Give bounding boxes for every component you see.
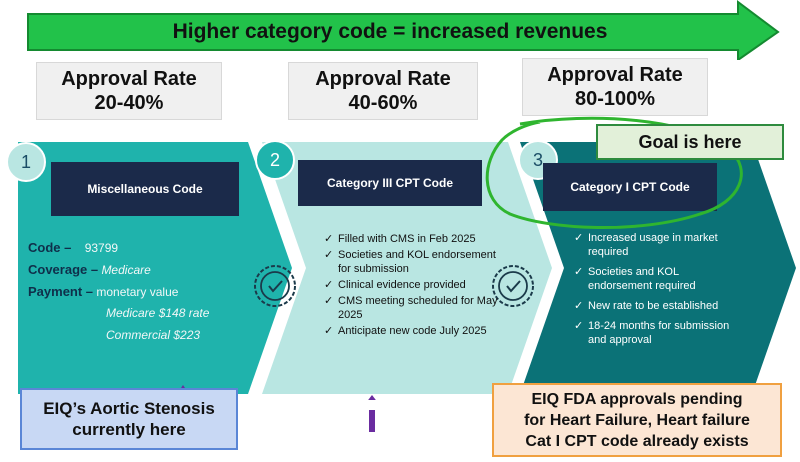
current-status-line: currently here (72, 420, 186, 439)
commercial-rate: Commercial $223 (106, 328, 201, 342)
payment-label: Payment – (28, 284, 94, 299)
list-item: ✓ Filled with CMS in Feb 2025 (324, 233, 476, 245)
check-badge-icon (492, 265, 534, 307)
code-box-misc: Miscellaneous Code (51, 162, 239, 216)
medicare-rate: Medicare $148 rate (106, 306, 210, 320)
approval-rate-range: 20-40% (94, 92, 164, 114)
approval-rate-box-1: Approval Rate 20-40% (36, 62, 222, 120)
step-number-2: 2 (255, 140, 295, 180)
approval-rate-range: 80-100% (574, 88, 656, 110)
list-item: ✓ Societies and KOL endorsement required (574, 266, 696, 292)
list-item: ✓ New rate to be established (574, 300, 719, 312)
current-status-line: EIQ’s Aortic Stenosis (43, 399, 215, 418)
approval-rate-title: Approval Rate (315, 68, 451, 90)
check-badge-icon (254, 265, 296, 307)
step-number-1: 1 (6, 142, 46, 182)
check-icon: ✓ (574, 232, 584, 244)
check-icon: ✓ (574, 266, 584, 278)
step1-details: Code – 93799 Coverage – Medicare Payment… (28, 240, 248, 350)
code-value: 93799 (84, 241, 119, 255)
approval-rate-title: Approval Rate (547, 64, 683, 86)
list-item: ✓ Increased usage in market required (574, 232, 718, 258)
step2-bullet-list: ✓ Filled with CMS in Feb 2025 ✓ Societies … (324, 232, 504, 340)
coverage-label: Coverage – (28, 262, 99, 277)
current-status-callout: EIQ’s Aortic Stenosis currently here (20, 388, 238, 450)
check-icon: ✓ (574, 300, 584, 312)
code-label: Code – (28, 240, 72, 255)
check-icon: ✓ (324, 279, 334, 291)
fda-pending-callout: EIQ FDA approvals pending for Heart Fail… (492, 383, 782, 457)
revenue-arrow (27, 0, 780, 60)
approval-rate-title: Approval Rate (61, 68, 197, 90)
approval-rate-range: 40-60% (348, 92, 418, 114)
up-arrow-stem (369, 410, 375, 432)
revenue-arrow-text: Higher category code = increased revenue… (172, 20, 608, 43)
list-item: ✓ Societies and KOL endorsement for submi… (324, 249, 496, 275)
pending-line: Cat I CPT code already exists (525, 432, 749, 450)
approval-rate-box-3: Approval Rate 80-100% (522, 58, 708, 116)
code-box-cat3: Category III CPT Code (298, 160, 482, 206)
payment-value: monetary value (96, 285, 179, 299)
list-item: ✓ Anticipate new code July 2025 (324, 325, 487, 337)
pending-line: for Heart Failure, Heart failure (524, 411, 750, 429)
list-item: ✓ 18-24 months for submission and approva… (574, 320, 730, 346)
check-icon: ✓ (324, 249, 334, 261)
check-icon: ✓ (324, 295, 334, 307)
list-item: ✓ CMS meeting scheduled for May 2025 (324, 295, 498, 321)
step3-bullet-list: ✓ Increased usage in market required ✓ Soc… (574, 231, 739, 349)
step-number-3: 3 (518, 140, 558, 180)
code-box-cat1: Category I CPT Code (543, 163, 717, 211)
list-item: ✓ Clinical evidence provided (324, 279, 466, 291)
check-icon: ✓ (324, 325, 334, 337)
approval-rate-box-2: Approval Rate 40-60% (288, 62, 478, 120)
pending-line: EIQ FDA approvals pending (531, 390, 743, 408)
check-icon: ✓ (574, 320, 584, 332)
coverage-value: Medicare (101, 263, 151, 277)
goal-callout: Goal is here (596, 124, 784, 160)
check-icon: ✓ (324, 233, 334, 245)
